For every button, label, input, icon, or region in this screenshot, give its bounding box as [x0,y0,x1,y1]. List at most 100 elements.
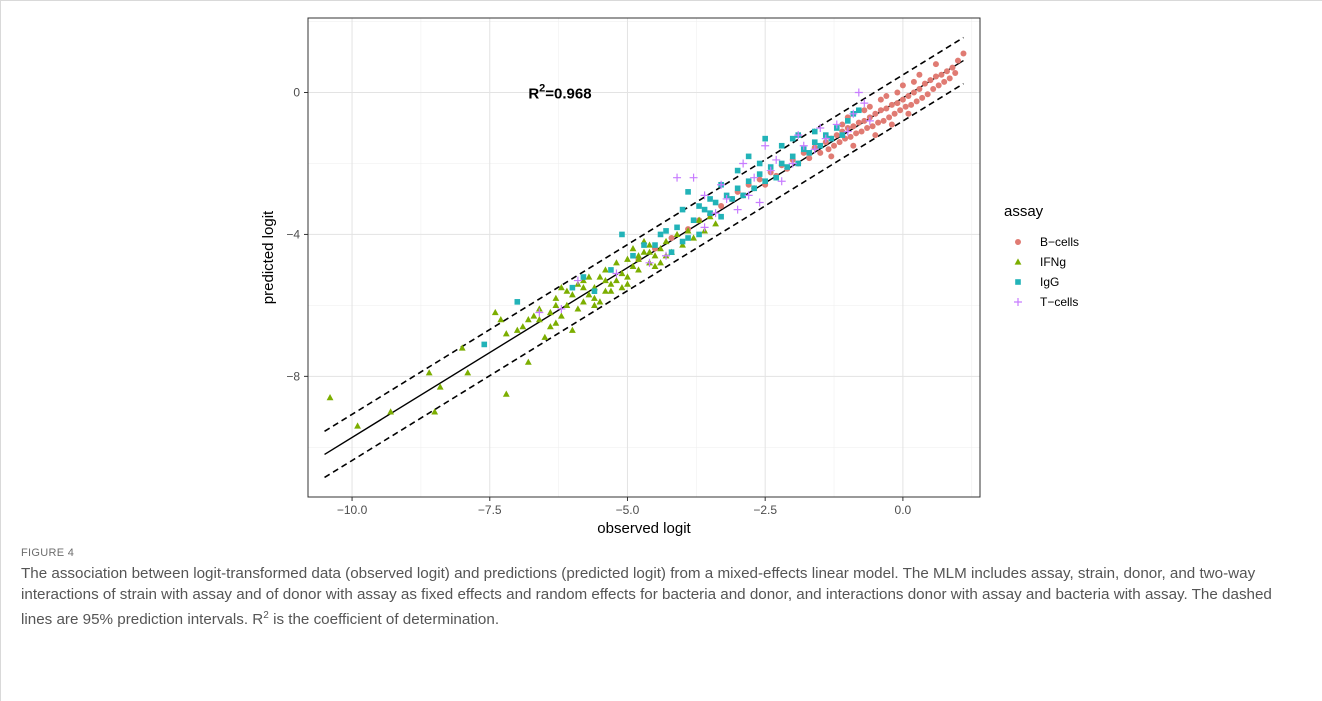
data-point [502,330,510,337]
data-point [740,192,746,199]
data-point [685,189,691,195]
data-point [850,123,857,130]
data-point [919,94,926,101]
legend-label: IgG [1040,275,1059,289]
data-point [679,206,686,213]
data-point [535,308,544,317]
fit-lines [324,36,964,479]
data-point [695,216,703,223]
legend-label: T−cells [1040,295,1078,309]
data-point [954,57,961,64]
data-point [897,107,904,114]
data-point [662,251,671,260]
data-point [843,127,852,136]
upper-prediction-interval [324,36,964,433]
data-point [916,71,923,78]
data-point [712,220,720,227]
data-point [635,255,642,262]
data-point [436,383,444,390]
legend-item: IgG [1015,275,1059,289]
data-point [619,231,625,238]
data-point [607,287,615,294]
data-point [580,274,587,280]
data-point [591,288,598,295]
data-point [784,164,791,170]
data-point [458,344,466,351]
series-plus [535,88,874,317]
data-point [883,93,890,100]
data-point [872,110,879,117]
data-point [711,209,720,218]
caption-part1: The association between logit-transforme… [21,565,1272,629]
data-point [673,173,682,182]
data-point [387,408,395,415]
data-point [938,71,945,78]
data-point [651,262,659,269]
data-point [580,284,587,291]
data-point [546,308,554,316]
data-point [891,110,898,117]
data-point [662,237,670,245]
data-point [696,203,702,209]
data-point [864,124,871,131]
data-point [640,248,648,255]
data-point [497,315,505,323]
data-point [635,266,642,273]
data-point [535,305,543,312]
data-point [596,298,604,305]
data-point [821,134,830,143]
data-point [326,394,334,401]
data-point [916,85,923,92]
data-point [557,284,565,291]
data-point [690,234,697,241]
data-point [613,276,620,284]
data-point [772,155,781,164]
data-point [530,312,538,319]
data-point [491,308,499,316]
data-point [817,142,824,149]
data-point [902,103,909,110]
data-point [806,150,813,156]
data-point [684,227,692,234]
data-point [629,262,637,269]
r-squared-annotation: R2=0.968 [528,83,591,103]
data-point [836,139,843,146]
legend-item: IFNg [1014,255,1066,269]
data-point [602,287,609,294]
x-tick-label: 0.0 [895,503,912,517]
data-point [921,80,928,87]
data-point [883,105,890,112]
data-point [651,252,659,259]
data-point [875,119,882,126]
data-point [481,341,488,348]
data-point [707,196,713,202]
data-point [894,89,901,96]
data-point [773,174,779,181]
data-point [845,118,851,124]
data-point [817,149,824,156]
caption-part2: is the coefficient of determination. [268,611,500,629]
data-point [861,107,868,114]
data-point [624,280,631,287]
data-point [613,259,620,266]
data-point [679,241,686,248]
data-point [431,408,439,415]
data-point [514,299,521,305]
data-point [799,141,808,150]
data-point [778,160,785,167]
data-point [811,139,818,145]
data-point [855,119,862,126]
data-point [949,64,956,71]
data-point [943,68,950,75]
data-point [552,301,560,308]
data-point [568,326,576,333]
data-point [707,210,713,216]
legend-key-triangle [1014,258,1022,265]
lower-prediction-interval [324,82,964,479]
legend-label: IFNg [1040,255,1066,269]
data-point [794,131,803,140]
regression-line [324,59,964,456]
data-point [866,103,873,110]
data-point [663,228,669,234]
data-point [778,142,785,149]
